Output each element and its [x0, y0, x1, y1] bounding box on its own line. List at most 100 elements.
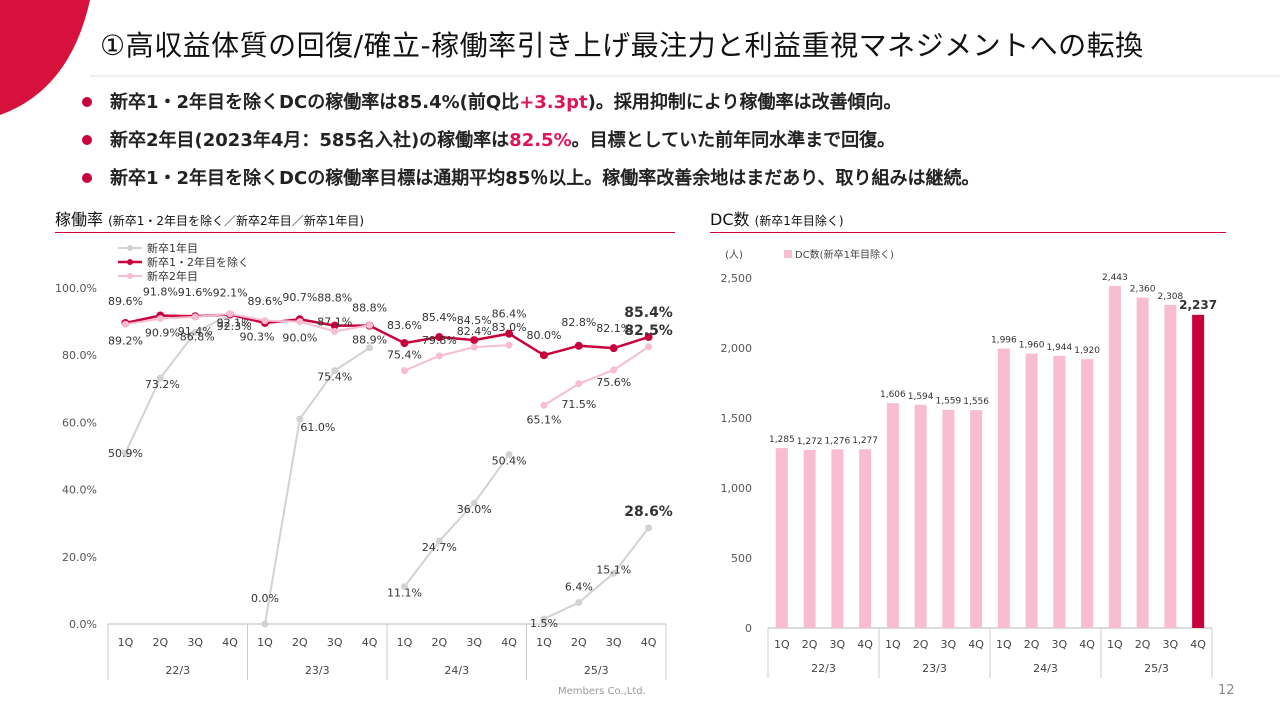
data-point: [226, 310, 234, 318]
bullet-text: )。採用抑制により稼働率は改善傾向。: [587, 92, 902, 113]
data-label: 50.9%: [108, 447, 143, 460]
bar-value-label: 1,556: [963, 397, 989, 407]
bullet-dot-icon: [82, 173, 92, 183]
data-point: [156, 374, 164, 382]
y-tick-label: 0.0%: [69, 618, 97, 631]
legend-marker: [127, 273, 133, 279]
data-point: [366, 344, 374, 352]
data-point: [296, 415, 304, 423]
bar-value-label: 1,960: [1019, 341, 1045, 351]
x-tick-label: 4Q: [968, 638, 984, 651]
data-label: 83.0%: [492, 321, 527, 334]
data-point: [574, 341, 583, 350]
x-tick-label: 2Q: [1135, 638, 1151, 651]
data-label: 84.5%: [457, 314, 492, 327]
data-point: [330, 321, 339, 330]
y-tick-label: 2,000: [721, 342, 753, 355]
bullet-dot-icon: [82, 97, 92, 107]
bar: [1136, 297, 1149, 628]
legend-label: 新卒2年目: [147, 269, 198, 283]
data-point: [540, 401, 548, 409]
data-label: 86.4%: [492, 308, 527, 321]
data-point: [296, 318, 304, 326]
x-tick-label: 1Q: [774, 638, 790, 651]
bar: [942, 409, 955, 628]
rate-line-chart: 0.0% 20.0% 40.0% 60.0% 80.0% 100.0% 1Q 2Q 3Q 4Q 1Q…: [55, 241, 673, 680]
bar-value-label: 1,272: [797, 437, 823, 447]
x-group-label: 24/3: [1033, 662, 1058, 675]
y-tick-label: 0: [745, 622, 752, 635]
y-tick-label: 20.0%: [62, 551, 97, 564]
bullet-item: 新卒1・2年目を除くDCの稼働率は85.4%(前Q比+3.3pt)。採用抑制によ…: [82, 86, 1262, 124]
x-tick-label: 4Q: [501, 636, 517, 649]
x-tick-label: 4Q: [1190, 638, 1206, 651]
data-point: [609, 344, 618, 353]
data-label: 61.0%: [300, 421, 335, 434]
data-label: 80.0%: [526, 329, 561, 342]
data-label: 11.1%: [387, 587, 422, 600]
x-tick-label: 2Q: [571, 636, 587, 649]
bullet-highlight: 82.5%: [509, 130, 572, 151]
bar: [914, 404, 927, 628]
x-tick-label: 2Q: [152, 636, 168, 649]
x-tick-label: 1Q: [1107, 638, 1123, 651]
data-label: 36.0%: [457, 503, 492, 516]
corner-decoration: [0, 0, 90, 115]
data-point: [540, 615, 548, 623]
data-label: 1.5%: [530, 617, 558, 630]
dc-chart-title-main: DC数: [710, 210, 750, 229]
data-label: 91.4%: [178, 325, 213, 338]
data-point: [191, 328, 199, 336]
data-label: 89.2%: [108, 334, 143, 347]
data-label: 71.5%: [561, 398, 596, 411]
data-point: [645, 524, 653, 532]
bar: [970, 410, 983, 628]
data-label: 92.3%: [217, 320, 252, 333]
series-line: [124, 313, 231, 454]
data-label: 91.8%: [143, 286, 178, 299]
data-point: [470, 343, 478, 351]
data-point: [575, 598, 583, 606]
data-point: [575, 380, 583, 388]
bullet-text: 新卒1・2年目を除くDCの稼働率目標は通期平均85％以上。稼働率改善余地はまだあ…: [110, 168, 980, 189]
bar-value-label: 2,237: [1179, 298, 1217, 312]
y-tick-label: 1,000: [721, 482, 753, 495]
legend-swatch: [784, 250, 792, 258]
data-point: [400, 339, 409, 348]
legend-marker: [127, 245, 133, 251]
x-tick-label: 3Q: [941, 638, 957, 651]
x-group-label: 24/3: [444, 664, 469, 677]
x-tick-label: 2Q: [1024, 638, 1040, 651]
data-label: 28.6%: [624, 504, 673, 520]
y-tick-label: 100.0%: [55, 282, 97, 295]
data-label: 90.0%: [282, 332, 317, 345]
bullet-text: 新卒2年目(2023年4月：585名入社)の稼働率は: [110, 130, 510, 151]
bar-value-label: 2,360: [1130, 285, 1156, 295]
data-label: 89.6%: [247, 295, 282, 308]
data-point: [610, 366, 618, 374]
data-point: [121, 320, 129, 328]
page-number: 12: [1218, 683, 1235, 698]
series-line: [263, 346, 371, 625]
data-label: 89.6%: [108, 295, 143, 308]
data-point: [505, 451, 513, 459]
x-tick-label: 4Q: [1079, 638, 1095, 651]
x-tick-label: 3Q: [187, 636, 203, 649]
data-label: 82.5%: [624, 323, 673, 339]
bar-value-label: 1,920: [1074, 346, 1100, 356]
bar-value-label: 1,606: [880, 390, 906, 400]
x-tick-label: 4Q: [857, 638, 873, 651]
bar: [859, 449, 872, 628]
footer-company: Members Co.,Ltd.: [558, 686, 646, 697]
rate-chart-rule: [55, 232, 675, 233]
data-point: [610, 569, 618, 577]
data-point: [261, 317, 269, 325]
data-label: 75.6%: [596, 376, 631, 389]
data-label: 50.4%: [492, 455, 527, 468]
bar: [1108, 285, 1121, 628]
data-point: [331, 327, 339, 335]
bar: [1192, 314, 1205, 628]
bar-value-label: 1,285: [769, 435, 795, 445]
data-label: 82.4%: [457, 325, 492, 338]
x-tick-label: 1Q: [397, 636, 413, 649]
